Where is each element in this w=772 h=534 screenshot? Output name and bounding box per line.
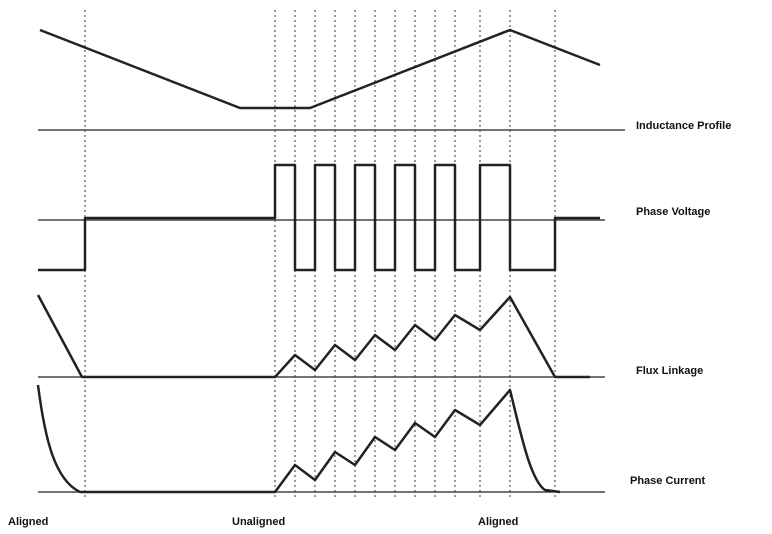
rotor-positions: Aligned Unaligned Aligned xyxy=(8,516,518,528)
flux-linkage: Flux Linkage xyxy=(36,294,703,379)
inductance-profile: Inductance Profile xyxy=(38,28,731,132)
signal-label: Flux Linkage xyxy=(636,365,703,377)
signal-label: Inductance Profile xyxy=(636,120,731,132)
position-label: Aligned xyxy=(478,516,518,528)
signal-label: Phase Current xyxy=(630,475,706,487)
timing-markers xyxy=(84,10,556,500)
phase-current: Phase Current xyxy=(36,384,706,494)
phase-voltage: Phase Voltage xyxy=(38,163,710,272)
position-label: Unaligned xyxy=(232,516,285,528)
signal-label: Phase Voltage xyxy=(636,206,710,218)
position-label: Aligned xyxy=(8,516,48,528)
